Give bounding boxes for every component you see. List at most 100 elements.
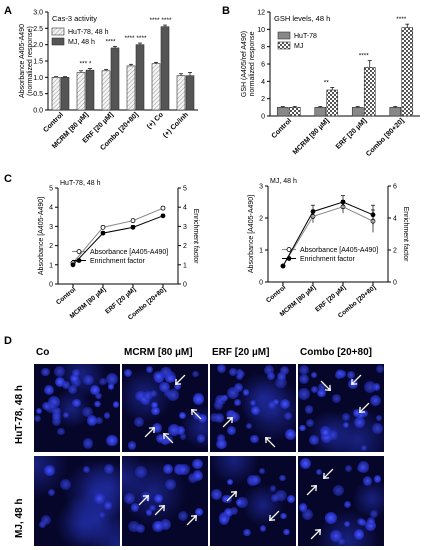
cell-nucleus bbox=[179, 411, 187, 419]
arrow-icon bbox=[172, 372, 188, 388]
cell-nucleus bbox=[279, 398, 291, 410]
y-tick-label: 4 bbox=[261, 79, 265, 86]
x-tick-label: Control bbox=[271, 117, 294, 140]
cell-nucleus bbox=[83, 438, 94, 449]
cell-nucleus bbox=[165, 373, 175, 384]
legend-marker bbox=[76, 249, 82, 254]
cell-nucleus bbox=[159, 518, 171, 531]
panel-label-c: C bbox=[4, 173, 12, 185]
legend-label: HuT-78, 48 h bbox=[68, 29, 109, 36]
cell-nucleus bbox=[310, 371, 318, 379]
data-point bbox=[160, 205, 166, 211]
cell-nucleus bbox=[72, 398, 81, 408]
arrow-icon bbox=[318, 378, 334, 394]
y-tick-label: 3 bbox=[259, 184, 263, 191]
cell-nucleus bbox=[329, 530, 342, 543]
x-tick-label: Control bbox=[42, 111, 65, 134]
cell-nucleus bbox=[287, 495, 296, 503]
bar bbox=[151, 63, 161, 111]
legend-swatch bbox=[277, 31, 291, 40]
microscopy-image bbox=[210, 364, 296, 452]
y-tick-label: 4 bbox=[49, 205, 53, 212]
cell-nucleus bbox=[243, 528, 251, 537]
y-tick-label: 1.5 bbox=[33, 59, 43, 66]
cell-nucleus bbox=[272, 399, 279, 406]
y-tick-label: 2.5 bbox=[33, 26, 43, 33]
series-line bbox=[282, 201, 374, 267]
x-tick-label: MCRM [80 µM] bbox=[292, 117, 331, 156]
cell-nucleus bbox=[192, 458, 203, 470]
panel-label-b: B bbox=[222, 5, 230, 17]
cell-nucleus bbox=[276, 372, 286, 382]
cell-nucleus bbox=[151, 422, 162, 433]
cell-nucleus bbox=[343, 421, 350, 428]
chart-title: GSH levels, 48 h bbox=[274, 14, 330, 23]
cell-nucleus bbox=[332, 484, 345, 496]
y2-tick-label: 2 bbox=[183, 243, 187, 250]
y-axis-label-2: normalized response bbox=[249, 31, 256, 96]
cell-nucleus bbox=[57, 427, 65, 436]
microscopy-column-title: ERF [20 µM] bbox=[212, 347, 270, 358]
significance-label: *** * bbox=[80, 61, 92, 68]
bar bbox=[85, 69, 95, 111]
bar bbox=[76, 72, 86, 111]
cell-nucleus bbox=[344, 520, 351, 527]
cell-nucleus bbox=[194, 508, 203, 517]
cell-nucleus bbox=[259, 525, 267, 532]
y-tick-label: 0.5 bbox=[33, 91, 43, 98]
cell-nucleus bbox=[82, 406, 93, 418]
cell-nucleus bbox=[38, 520, 47, 529]
cell-nucleus bbox=[163, 389, 171, 397]
bar bbox=[326, 89, 339, 117]
cell-nucleus bbox=[369, 509, 379, 519]
microscopy-image bbox=[122, 364, 208, 452]
arrow-icon bbox=[262, 434, 278, 450]
y2-tick-label: 0 bbox=[183, 282, 187, 289]
series-line bbox=[72, 207, 164, 264]
data-point bbox=[340, 199, 346, 205]
data-point bbox=[310, 209, 316, 215]
cell-nucleus bbox=[192, 412, 201, 420]
microscopy-image bbox=[34, 456, 120, 546]
legend-marker bbox=[76, 258, 82, 263]
cell-nucleus bbox=[226, 478, 234, 485]
cell-nucleus bbox=[48, 395, 60, 408]
microscopy-row-title: HuT-78, 48 h bbox=[14, 385, 25, 444]
cell-nucleus bbox=[103, 463, 114, 474]
cell-nucleus bbox=[328, 429, 338, 440]
bar bbox=[185, 75, 195, 111]
cell-nucleus bbox=[369, 395, 381, 407]
data-point bbox=[160, 213, 166, 219]
cell-nucleus bbox=[352, 408, 361, 417]
y-axis-label: GSH (A405/ref A490) bbox=[241, 31, 248, 97]
arrow-icon bbox=[308, 526, 324, 542]
y2-tick-label: 6 bbox=[393, 184, 397, 191]
y-axis-label: Absorbance A405-A490 bbox=[19, 24, 26, 98]
cell-nucleus bbox=[178, 463, 190, 476]
cell-nucleus bbox=[210, 413, 220, 422]
cell-nucleus bbox=[67, 384, 77, 394]
cell-nucleus bbox=[210, 488, 223, 501]
cell-nucleus bbox=[127, 441, 137, 450]
significance-label: **** bbox=[396, 16, 407, 23]
y-tick-label: 3.0 bbox=[33, 10, 43, 17]
cell-nucleus bbox=[217, 364, 227, 373]
chart-c-mj: 0 1 2 3 0 2 4 6 Absorbance [A405-A490] Enrichment… bbox=[248, 178, 409, 320]
data-point bbox=[70, 262, 76, 268]
cell-nucleus bbox=[309, 435, 319, 445]
cell-nucleus bbox=[299, 374, 310, 385]
cell-nucleus bbox=[52, 417, 62, 427]
cell-nucleus bbox=[357, 517, 364, 525]
arrow-icon bbox=[304, 482, 320, 498]
cell-nucleus bbox=[258, 467, 265, 474]
cell-nucleus bbox=[130, 503, 140, 512]
data-point bbox=[130, 218, 136, 224]
cell-nucleus bbox=[179, 433, 187, 440]
cell-nucleus bbox=[135, 465, 148, 478]
cell-nucleus bbox=[143, 391, 153, 401]
cell-nucleus bbox=[55, 377, 66, 388]
chart-title: HuT-78, 48 h bbox=[60, 180, 101, 187]
cell-nucleus bbox=[107, 383, 115, 390]
x-tick-label: (+) Co bbox=[146, 111, 165, 130]
cell-nucleus bbox=[197, 414, 208, 424]
